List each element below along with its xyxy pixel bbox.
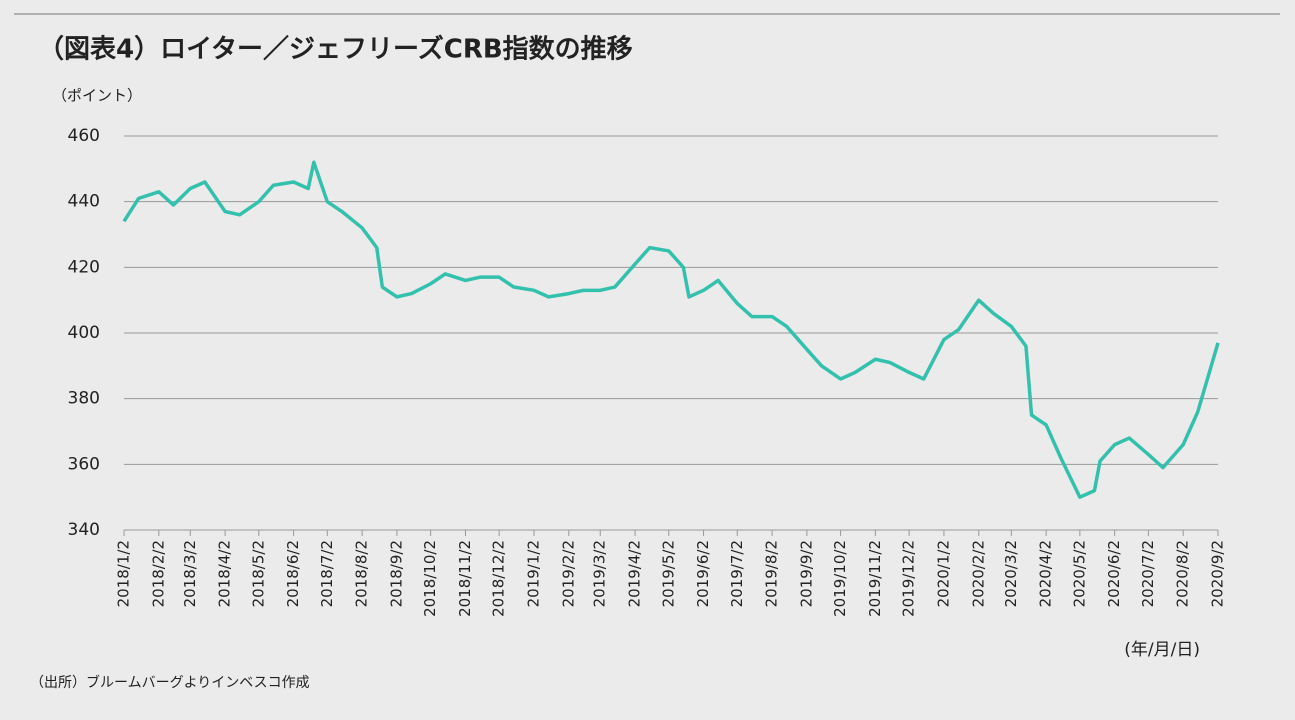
x-tick-label: 2020/6/2 (1105, 540, 1123, 607)
x-tick-label: 2018/5/2 (249, 540, 267, 607)
x-tick-label: 2018/1/2 (115, 540, 133, 607)
x-tick-label: 2018/4/2 (216, 540, 234, 607)
x-tick-label: 2019/6/2 (694, 540, 712, 607)
x-tick-label: 2020/2/2 (969, 540, 987, 607)
y-tick-label: 360 (68, 454, 100, 474)
x-tick-label: 2020/4/2 (1037, 540, 1055, 607)
x-tick-label: 2019/12/2 (900, 540, 918, 617)
y-axis-label: （ポイント） (52, 87, 142, 105)
x-axis-label: (年/月/日) (1124, 640, 1200, 660)
x-tick-label: 2018/7/2 (318, 540, 336, 607)
x-tick-label: 2018/11/2 (456, 540, 474, 617)
x-tick-label: 2019/5/2 (659, 540, 677, 607)
x-tick-label: 2019/9/2 (797, 540, 815, 607)
x-tick-label: 2019/10/2 (831, 540, 849, 617)
x-tick-label: 2019/2/2 (559, 540, 577, 607)
source-note: （出所）ブルームバーグよりインベスコ作成 (30, 674, 310, 691)
x-tick-label: 2020/3/2 (1002, 540, 1020, 607)
y-tick-label: 400 (68, 323, 100, 343)
x-tick-label: 2019/8/2 (763, 540, 781, 607)
x-tick-label: 2019/1/2 (524, 540, 542, 607)
x-tick-label: 2020/1/2 (934, 540, 952, 607)
data-line (122, 160, 1220, 499)
x-tick-label: 2019/4/2 (626, 540, 644, 607)
y-tick-label: 340 (68, 520, 100, 540)
x-tick-label: 2018/8/2 (353, 540, 371, 607)
x-tick-label: 2019/7/2 (728, 540, 746, 607)
x-tick-label: 2020/9/2 (1209, 540, 1227, 607)
x-tick-label: 2018/3/2 (181, 540, 199, 607)
y-tick-label: 460 (68, 126, 100, 146)
x-tick-label: 2020/5/2 (1070, 540, 1088, 607)
x-tick-label: 2018/10/2 (421, 540, 439, 617)
y-tick-label: 420 (68, 257, 100, 277)
x-tick-label: 2018/6/2 (284, 540, 302, 607)
y-tick-label: 380 (68, 389, 100, 409)
chart-title: （図表4）ロイター／ジェフリーズCRB指数の推移 (38, 34, 633, 65)
x-tick-label: 2018/9/2 (387, 540, 405, 607)
x-tick-label: 2020/7/2 (1139, 540, 1157, 607)
x-tick-label: 2020/8/2 (1174, 540, 1192, 607)
y-tick-label: 440 (68, 192, 100, 212)
x-tick-label: 2019/3/2 (591, 540, 609, 607)
x-tick-label: 2018/12/2 (490, 540, 508, 617)
x-tick-label: 2018/2/2 (149, 540, 167, 607)
x-tick-label: 2019/11/2 (866, 540, 884, 617)
